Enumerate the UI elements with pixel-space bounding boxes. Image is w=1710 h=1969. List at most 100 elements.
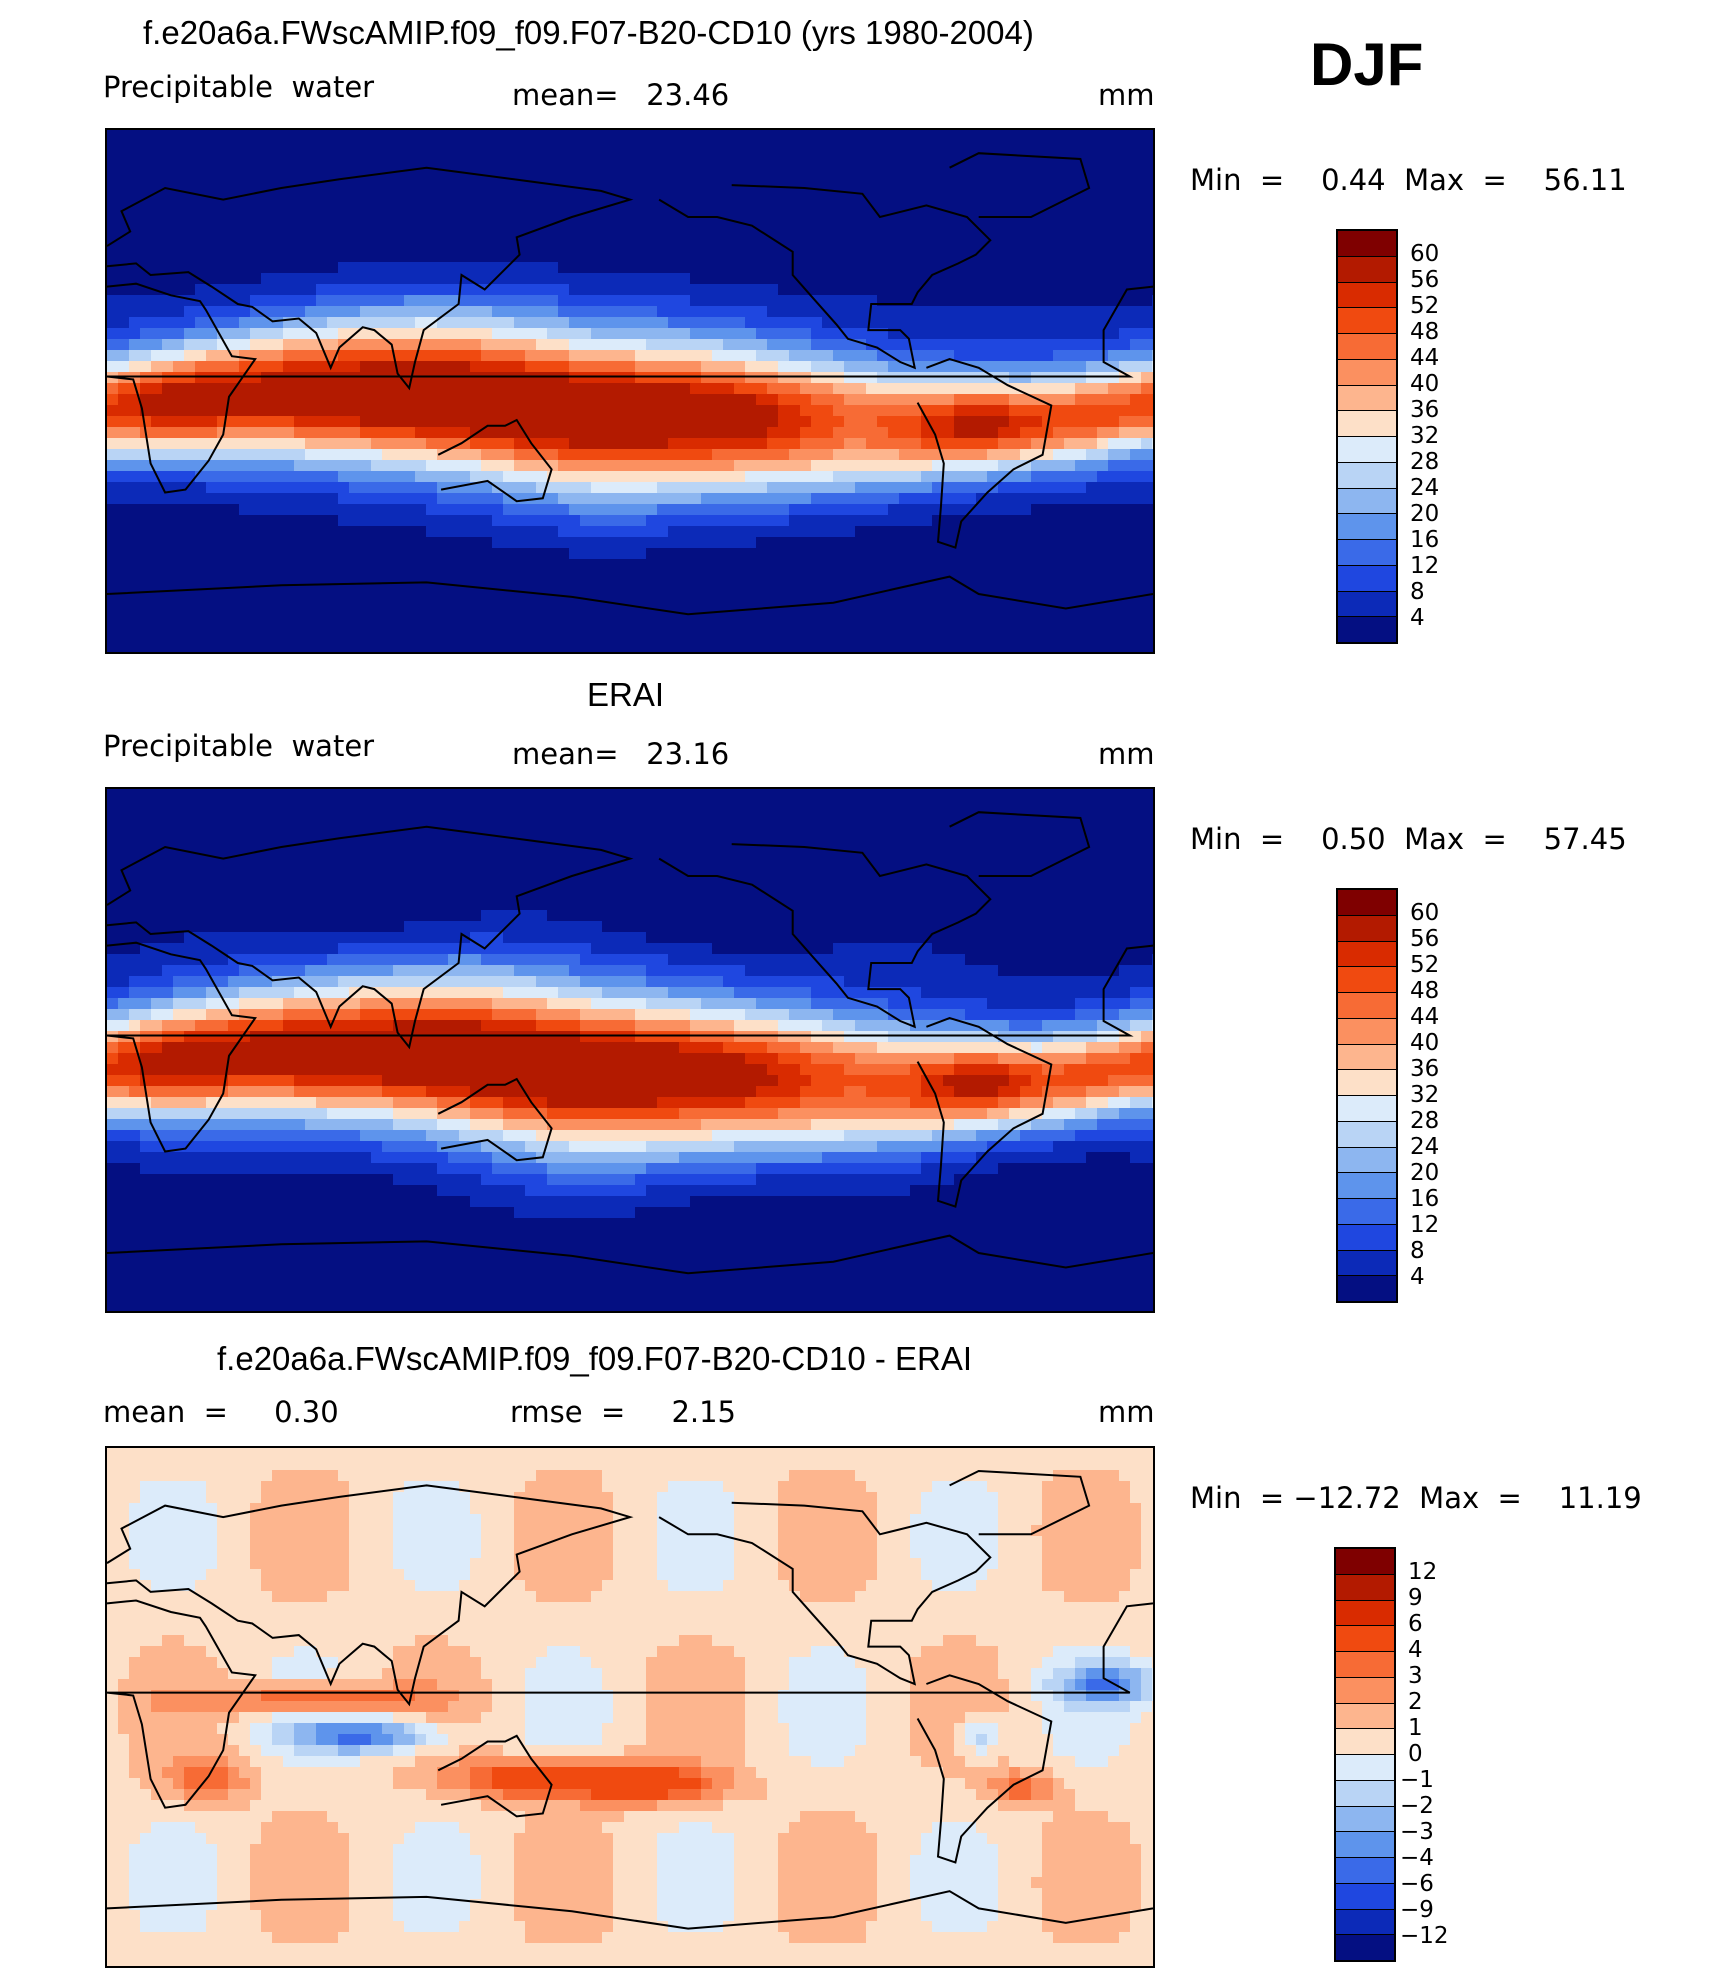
colorbar-swatch	[1336, 1677, 1394, 1704]
coastline	[949, 811, 1091, 877]
colorbar-tick-label: 48	[1410, 319, 1440, 346]
coastline	[107, 166, 634, 391]
colorbar-swatch	[1336, 1729, 1394, 1755]
coastline	[658, 184, 992, 370]
panel-3-units: mm	[1098, 1395, 1155, 1429]
coastline	[107, 1484, 634, 1707]
panel-2-title: ERAI	[587, 676, 665, 713]
map-field	[107, 789, 1153, 1311]
colorbar-tick-label: 56	[1410, 267, 1440, 294]
colorbar-tick-label: 6	[1408, 1611, 1423, 1638]
panel-2-minmax: Min = 0.50 Max = 57.45	[1190, 822, 1627, 856]
colorbar-tick-label: 4	[1408, 1637, 1423, 1664]
panel-2-colorbar	[1336, 888, 1398, 1303]
colorbar-swatch	[1338, 915, 1396, 942]
colorbar-tick-label: −6	[1400, 1870, 1434, 1897]
colorbar-swatch	[1338, 1224, 1396, 1251]
colorbar-tick-label: 52	[1410, 293, 1440, 320]
colorbar-swatch	[1338, 1018, 1396, 1045]
season-label: DJF	[1310, 31, 1424, 98]
colorbar-tick-label: 20	[1410, 500, 1440, 527]
colorbar-swatch	[1338, 1173, 1396, 1199]
panel-3-minmax: Min = −12.72 Max = 11.19	[1190, 1481, 1642, 1515]
coastline	[916, 358, 1053, 549]
colorbar-tick-label: −3	[1400, 1818, 1434, 1845]
colorbar-tick-label: 48	[1410, 978, 1440, 1005]
colorbar-swatch	[1338, 1199, 1396, 1225]
colorbar-swatch	[1338, 385, 1396, 412]
colorbar-tick-label: 36	[1410, 397, 1440, 424]
colorbar-swatch	[1336, 1549, 1394, 1575]
colorbar-swatch	[1338, 334, 1396, 360]
colorbar-swatch	[1338, 993, 1396, 1019]
colorbar-swatch	[1338, 359, 1396, 386]
coastline	[658, 843, 992, 1029]
colorbar-tick-label: 40	[1410, 1030, 1440, 1057]
coastline	[107, 282, 1153, 494]
colorbar-tick-label: −9	[1400, 1896, 1434, 1923]
colorbar-swatch	[1338, 462, 1396, 489]
coastline	[437, 1734, 553, 1818]
colorbar-tick-label: 60	[1410, 241, 1440, 268]
colorbar-swatch	[1338, 1121, 1396, 1148]
panel-3-title: f.e20a6a.FWscAMIP.f09_f09.F07-B20-CD10 -…	[217, 1340, 973, 1377]
colorbar-swatch	[1338, 256, 1396, 283]
map-field	[107, 130, 1153, 652]
colorbar-tick-label: 9	[1408, 1585, 1423, 1612]
coastline	[107, 1234, 1153, 1275]
colorbar-tick-label: 4	[1410, 1263, 1425, 1290]
colorbar-tick-label: 12	[1410, 1211, 1440, 1238]
colorbar-swatch	[1338, 1070, 1396, 1096]
colorbar-swatch	[1338, 540, 1396, 566]
panel-1-units: mm	[1098, 78, 1155, 112]
colorbar-swatch	[1336, 1806, 1394, 1833]
coastline	[437, 418, 553, 503]
colorbar-swatch	[1338, 514, 1396, 540]
colorbar-swatch	[1336, 1703, 1394, 1730]
panel-3-map	[105, 1446, 1155, 1968]
colorbar-tick-label: 44	[1410, 1004, 1440, 1031]
colorbar-tick-label: 56	[1410, 926, 1440, 953]
colorbar-tick-label: 60	[1410, 900, 1440, 927]
colorbar-swatch	[1336, 1935, 1394, 1960]
colorbar-tick-label: 3	[1408, 1663, 1423, 1690]
colorbar-tick-label: 44	[1410, 345, 1440, 372]
colorbar-tick-label: 16	[1410, 526, 1440, 553]
colorbar-tick-label: −1	[1400, 1766, 1434, 1793]
coastline	[107, 575, 1153, 616]
colorbar-swatch	[1336, 1832, 1394, 1858]
map-field	[107, 1448, 1153, 1966]
colorbar-tick-label: 2	[1408, 1689, 1423, 1716]
colorbar-swatch	[1336, 1780, 1394, 1807]
colorbar-swatch	[1338, 890, 1396, 916]
colorbar-tick-label: 8	[1410, 578, 1425, 605]
panel-1-map	[105, 128, 1155, 654]
colorbar-swatch	[1338, 308, 1396, 334]
colorbar-tick-label: 16	[1410, 1185, 1440, 1212]
panel-2-mean-label: mean= 23.16	[512, 737, 730, 771]
coastline	[949, 152, 1091, 218]
coastline	[916, 1674, 1053, 1864]
colorbar-tick-label: 52	[1410, 952, 1440, 979]
colorbar-tick-label: 28	[1410, 1107, 1440, 1134]
panel-3-rmse-label: rmse = 2.15	[510, 1395, 737, 1429]
colorbar-tick-label: 24	[1410, 474, 1440, 501]
colorbar-swatch	[1336, 1652, 1394, 1678]
colorbar-swatch	[1338, 231, 1396, 257]
colorbar-tick-label: 4	[1410, 604, 1425, 631]
panel-1-title: f.e20a6a.FWscAMIP.f09_f09.F07-B20-CD10 (…	[143, 14, 1034, 51]
coastline	[107, 825, 634, 1050]
colorbar-swatch	[1338, 1096, 1396, 1122]
panel-1-colorbar	[1336, 229, 1398, 644]
colorbar-swatch	[1338, 411, 1396, 437]
coastline	[437, 1077, 553, 1162]
colorbar-tick-label: 24	[1410, 1133, 1440, 1160]
panel-1-variable-label: Precipitable water	[103, 70, 375, 104]
panel-3-colorbar	[1334, 1547, 1396, 1962]
colorbar-swatch	[1338, 617, 1396, 642]
colorbar-swatch	[1338, 967, 1396, 993]
coastline	[658, 1501, 992, 1686]
colorbar-swatch	[1338, 1250, 1396, 1277]
colorbar-tick-label: 28	[1410, 448, 1440, 475]
colorbar-tick-label: −12	[1400, 1922, 1449, 1949]
